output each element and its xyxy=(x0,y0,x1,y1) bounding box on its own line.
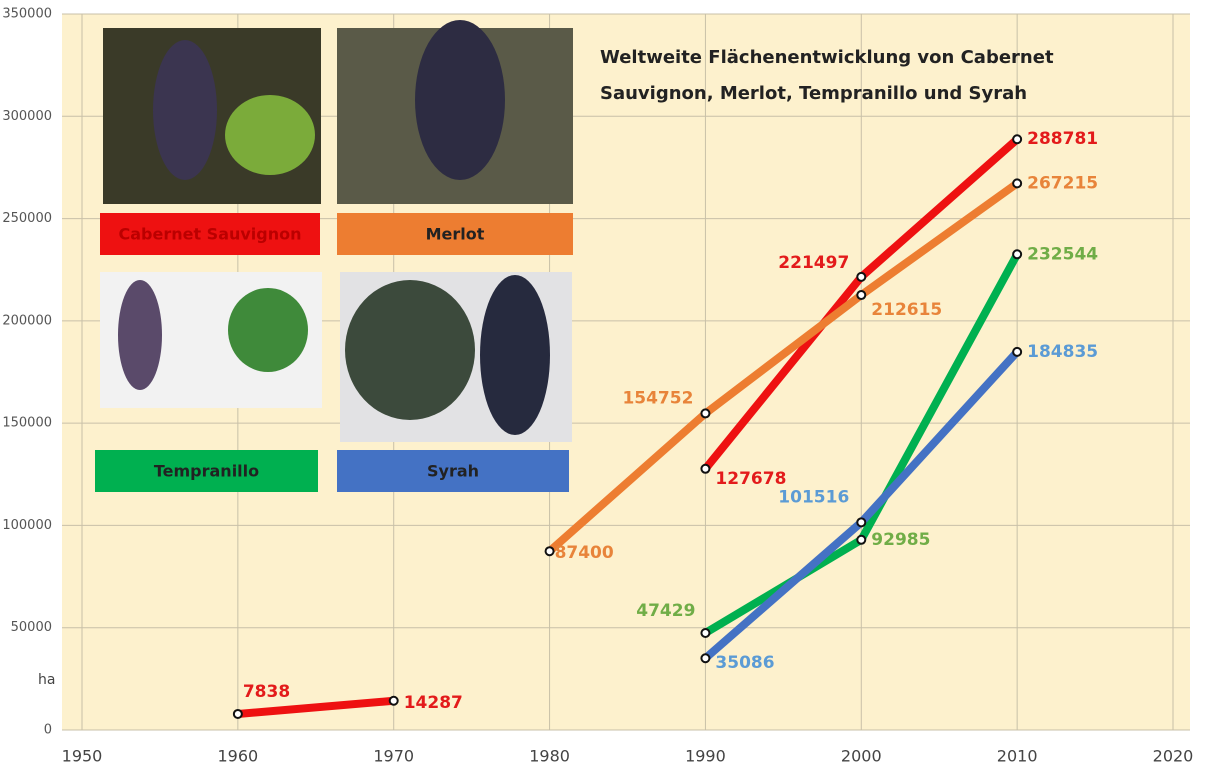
data-point xyxy=(701,409,709,417)
data-label: 7838 xyxy=(243,682,290,702)
y-tick-label: 200000 xyxy=(2,313,52,328)
y-tick-label: 0 xyxy=(44,723,52,738)
x-tick-label: 1990 xyxy=(685,747,726,766)
data-label: 184835 xyxy=(1027,342,1098,362)
legend-label: Cabernet Sauvignon xyxy=(118,225,301,244)
data-label: 101516 xyxy=(778,487,849,507)
data-point xyxy=(857,273,865,281)
data-label: 267215 xyxy=(1027,173,1098,193)
x-tick-label: 1950 xyxy=(62,747,103,766)
photo-leaf xyxy=(345,280,475,420)
photo-leaf xyxy=(228,288,308,372)
x-tick-label: 2010 xyxy=(997,747,1038,766)
photo-leaf xyxy=(225,95,315,175)
data-point xyxy=(857,291,865,299)
y-tick-label: 100000 xyxy=(2,518,52,533)
title: Weltweite Flächenentwicklung von Caberne… xyxy=(600,47,1054,68)
data-point xyxy=(701,629,709,637)
y-tick-label: 350000 xyxy=(2,7,52,22)
data-point xyxy=(1013,179,1021,187)
data-point xyxy=(1013,135,1021,143)
data-label: 47429 xyxy=(636,601,695,621)
data-point xyxy=(546,547,554,555)
x-tick-label: 2000 xyxy=(841,747,882,766)
data-label: 221497 xyxy=(778,253,849,273)
data-label: 288781 xyxy=(1027,129,1098,149)
data-point xyxy=(857,518,865,526)
y-tick-label: 150000 xyxy=(2,416,52,431)
x-tick-label: 2020 xyxy=(1153,747,1194,766)
data-label: 212615 xyxy=(871,300,942,320)
photo-grapes xyxy=(153,40,217,180)
photo-grapes xyxy=(415,20,505,180)
legend-label: Merlot xyxy=(426,225,485,244)
data-label: 232544 xyxy=(1027,244,1098,264)
x-tick-label: 1970 xyxy=(373,747,414,766)
data-label: 14287 xyxy=(404,693,463,713)
data-label: 127678 xyxy=(715,469,786,489)
data-label: 92985 xyxy=(871,530,930,550)
y-tick-label: 250000 xyxy=(2,211,52,226)
data-label: 87400 xyxy=(555,543,614,563)
chart: Cabernet Sauvignon Merlot Tempranillo Syrah… xyxy=(0,0,1213,769)
y-axis-label: ha xyxy=(38,672,55,688)
data-point xyxy=(701,465,709,473)
data-label: 35086 xyxy=(715,653,774,673)
data-point xyxy=(857,536,865,544)
legend-label: Syrah xyxy=(427,462,479,481)
x-tick-label: 1960 xyxy=(217,747,258,766)
data-label: 154752 xyxy=(622,388,693,408)
data-point xyxy=(701,654,709,662)
data-point xyxy=(1013,250,1021,258)
photo-grapes xyxy=(480,275,550,435)
x-tick-label: 1980 xyxy=(529,747,570,766)
data-point xyxy=(234,710,242,718)
photo-grapes xyxy=(118,280,162,390)
data-point xyxy=(1013,348,1021,356)
legend-label: Tempranillo xyxy=(154,462,259,481)
title: Sauvignon, Merlot, Tempranillo und Syrah xyxy=(600,83,1027,104)
y-tick-label: 50000 xyxy=(11,620,52,635)
data-point xyxy=(390,697,398,705)
y-tick-label: 300000 xyxy=(2,109,52,124)
